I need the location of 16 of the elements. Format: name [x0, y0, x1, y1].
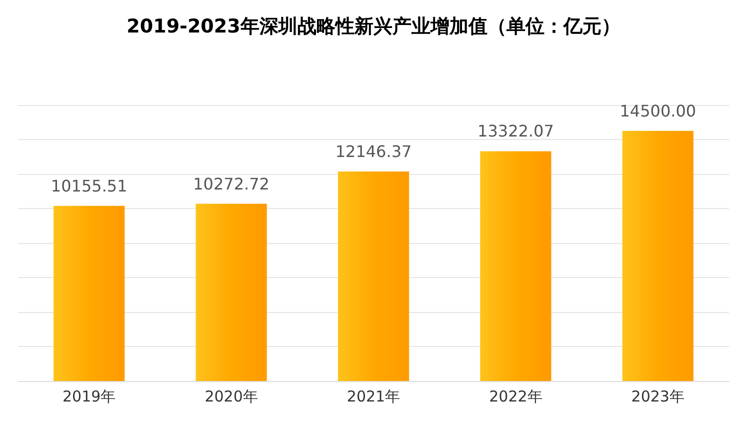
x-tick-label: 2023年	[631, 388, 684, 406]
x-tick-label: 2020年	[204, 388, 258, 406]
data-label: 12146.37	[335, 142, 412, 161]
bar	[54, 206, 125, 381]
bar	[338, 171, 410, 381]
x-tick-label: 2022年	[489, 388, 542, 406]
x-tick-label: 2019年	[62, 388, 116, 406]
data-label: 14500.00	[620, 101, 696, 120]
bar	[196, 204, 267, 381]
bar	[480, 151, 552, 381]
x-tick-label: 2021年	[346, 388, 400, 406]
data-label: 10272.72	[193, 174, 270, 194]
chart-title: 2019-2023年深圳战略性新兴产业增加值（单位：亿元）	[126, 16, 620, 38]
bar	[622, 130, 694, 381]
data-label: 13322.07	[478, 122, 554, 141]
data-label: 10155.51	[50, 176, 128, 196]
